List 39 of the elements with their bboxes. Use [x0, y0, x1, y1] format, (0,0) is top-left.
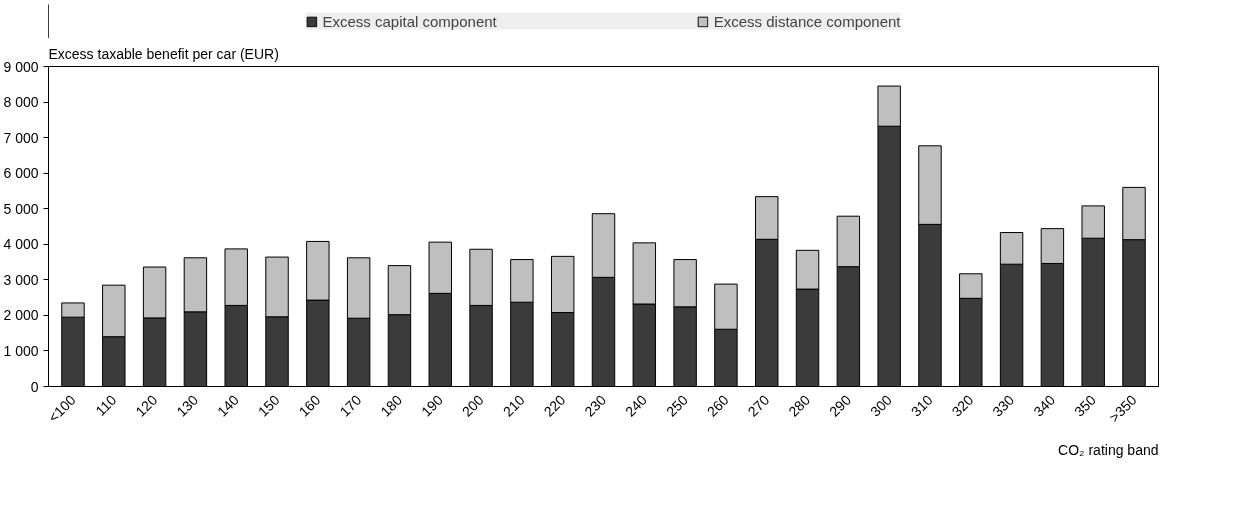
x-tick-label: 300	[866, 391, 895, 420]
x-tick-label: 230	[581, 391, 610, 420]
x-tick-label: 130	[173, 391, 202, 420]
x-tick-label: 140	[214, 391, 243, 420]
y-tick-label: 4 000	[3, 236, 39, 253]
x-tick-label: 330	[989, 391, 1018, 420]
x-tick-label: 220	[540, 391, 569, 420]
x-tick-label: 160	[295, 391, 324, 420]
x-tick-label: 210	[499, 391, 528, 420]
x-tick-label: 250	[662, 391, 691, 420]
x-tick-label: 200	[458, 391, 487, 420]
x-tick-label: 310	[907, 391, 936, 420]
y-tick-label: 8 000	[3, 94, 39, 111]
x-tick-label: 290	[826, 391, 855, 420]
x-tick-label: 280	[785, 391, 814, 420]
x-tick-label: 170	[336, 391, 365, 420]
x-tick-label: 180	[377, 391, 406, 420]
x-tick-label: 340	[1030, 391, 1059, 420]
x-tick-label: 320	[948, 391, 977, 420]
x-tick-label: 110	[92, 391, 120, 419]
y-tick-label: 1 000	[3, 342, 39, 359]
x-tick-label: 350	[1071, 391, 1100, 420]
legend-label: Excess distance component	[713, 12, 901, 30]
x-tick-label: 150	[254, 391, 283, 420]
y-axis-title: Excess taxable benefit per car (EUR)	[48, 45, 279, 62]
y-tick-label: 5 000	[3, 200, 39, 217]
x-tick-label: 120	[132, 391, 161, 420]
x-tick-label: 240	[622, 391, 651, 420]
y-tick-label: 2 000	[3, 307, 39, 324]
y-tick-label: 3 000	[3, 271, 39, 288]
x-tick-label: 270	[744, 391, 773, 420]
x-tick-label: 260	[703, 391, 732, 420]
y-tick-label: 0	[30, 378, 39, 395]
x-tick-label: 190	[418, 391, 447, 420]
y-tick-label: 7 000	[3, 129, 39, 146]
y-tick-label: 6 000	[3, 165, 39, 182]
y-tick-label: 9 000	[3, 58, 39, 75]
x-axis-title: CO₂ rating band	[1058, 441, 1159, 458]
legend-label: Excess capital component	[322, 12, 497, 30]
